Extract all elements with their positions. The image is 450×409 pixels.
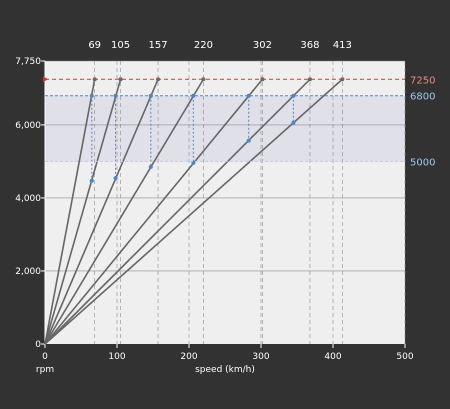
reference-lines bbox=[43, 76, 405, 162]
gear-top-speed-label: 69 bbox=[88, 40, 101, 51]
gear-top-speed-label: 105 bbox=[111, 40, 130, 51]
x-tick-label: 0 bbox=[42, 352, 48, 362]
grid-layer: 0 2,000 4,000 6,000 7,750 0 100 200 300 400 500 bbox=[15, 57, 414, 362]
x-tick-label: 400 bbox=[324, 352, 341, 362]
y-tick-label: 0 bbox=[35, 340, 41, 350]
shift-point bbox=[246, 93, 251, 98]
y-tick-label: 6,000 bbox=[15, 121, 41, 131]
gear-top-speed-label: 413 bbox=[333, 40, 352, 51]
gear-top-point bbox=[201, 77, 206, 82]
shift-landing-point bbox=[246, 138, 251, 143]
y-tick-label: 4,000 bbox=[15, 194, 41, 204]
shift-band-top-label: 6800 bbox=[410, 92, 435, 103]
y-axis-label: rpm bbox=[36, 365, 54, 375]
gear-top-speed-label: 368 bbox=[300, 40, 319, 51]
gear-line bbox=[44, 78, 311, 345]
shift-landing-point bbox=[89, 178, 94, 183]
shift-landing-point bbox=[113, 176, 118, 181]
gear-top-speed-label: 220 bbox=[194, 40, 213, 51]
x-axis-label: speed (km/h) bbox=[195, 365, 255, 375]
gear-line bbox=[44, 78, 159, 345]
gear-top-speed-label: 302 bbox=[253, 40, 272, 51]
x-tick-label: 200 bbox=[180, 352, 197, 362]
y-tick-label: 2,000 bbox=[15, 267, 41, 277]
x-tick-label: 300 bbox=[252, 352, 269, 362]
gear-top-point bbox=[118, 77, 123, 82]
shift-point bbox=[191, 93, 196, 98]
shift-point bbox=[291, 93, 296, 98]
gear-line bbox=[44, 79, 96, 345]
shift-band bbox=[45, 95, 405, 162]
redline-label: 7250 bbox=[410, 75, 435, 86]
shift-band-bottom-label: 5000 bbox=[410, 157, 435, 168]
gear-top-point bbox=[307, 77, 312, 82]
shift-drops bbox=[89, 93, 296, 183]
x-tick-label: 100 bbox=[108, 352, 125, 362]
shift-landing-point bbox=[291, 120, 296, 125]
gear-line bbox=[44, 79, 122, 345]
labels: speed (km/h) rpm 7250 6800 5000 bbox=[36, 75, 436, 375]
shift-landing-point bbox=[148, 164, 153, 169]
y-tick-label: 7,750 bbox=[15, 57, 41, 67]
gear-line bbox=[44, 78, 264, 345]
x-tick-label: 500 bbox=[396, 352, 413, 362]
redline-marker bbox=[43, 76, 48, 83]
gear-top-speed-label: 157 bbox=[148, 40, 167, 51]
gear-line bbox=[44, 78, 205, 345]
